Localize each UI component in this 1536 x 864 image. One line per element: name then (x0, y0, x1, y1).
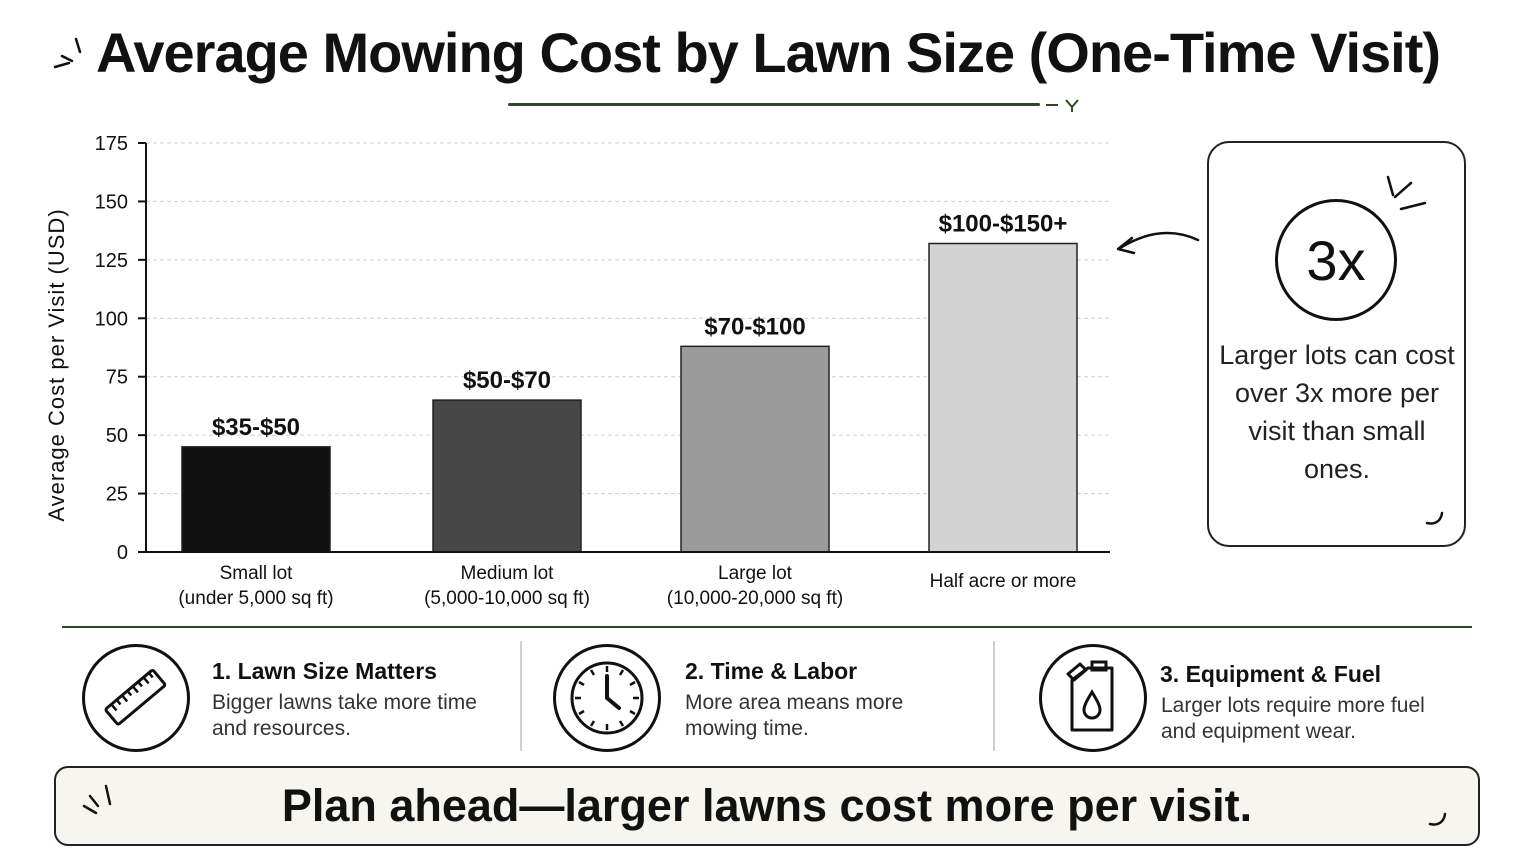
factor-description: Larger lots require more fuel and equipm… (1161, 694, 1425, 743)
icon-circle (82, 644, 190, 752)
factor-time-labor: 2. Time & Labor More area means more mow… (553, 640, 973, 752)
callout-box: 3x Larger lots can cost over 3x more per… (1207, 141, 1466, 547)
y-tick-label: 25 (106, 484, 128, 506)
sparkle-icon (1386, 175, 1427, 211)
fuel-can-icon (1066, 660, 1114, 732)
data-label: $70-$100 (704, 313, 805, 340)
banner-text: Plan ahead—larger lawns cost more per vi… (281, 780, 1253, 831)
clock-icon (570, 661, 644, 735)
sparkle-icon (82, 784, 112, 815)
x-tick-label: Medium lot (461, 563, 555, 584)
y-tick-label: 150 (95, 191, 128, 213)
icon-circle (553, 644, 661, 752)
y-axis-label: Average Cost per Visit (USD) (44, 208, 69, 521)
y-tick-label: 50 (106, 425, 128, 447)
y-tick-label: 175 (95, 133, 128, 155)
sparkle-icon (53, 37, 82, 69)
factor-description: Bigger lawns take more time and resource… (212, 691, 477, 740)
y-tick-label: 100 (95, 308, 128, 330)
chart-axes (138, 143, 1110, 553)
y-tick-label: 75 (106, 367, 128, 389)
x-tick-label: (10,000-20,000 sq ft) (667, 588, 843, 609)
x-tick-label: (5,000-10,000 sq ft) (424, 588, 590, 609)
corner-mark-icon (1425, 511, 1444, 525)
bar (928, 242, 1078, 553)
data-label: $35-$50 (212, 414, 300, 441)
factor-description: More area means more mowing time. (685, 691, 904, 740)
x-tick-label: Large lot (718, 563, 793, 584)
factor-title: 1. Lawn Size Matters (212, 658, 437, 684)
factor-title: 2. Time & Labor (685, 658, 858, 684)
x-tick-label: (under 5,000 sq ft) (178, 588, 333, 609)
callout-arrow-icon (1116, 231, 1200, 255)
summary-banner: Plan ahead—larger lawns cost more per vi… (54, 766, 1480, 846)
data-label: $50-$70 (463, 367, 551, 394)
x-tick-label: Half acre or more (930, 571, 1077, 592)
factor-title: 3. Equipment & Fuel (1160, 661, 1382, 687)
x-tick-labels: Small lot (under 5,000 sq ft) Medium lot (5… (178, 563, 1076, 609)
factor-separator (520, 641, 522, 751)
factor-lawn-size: 1. Lawn Size Matters Bigger lawns take m… (82, 640, 502, 752)
title-arrow-icon (1046, 99, 1079, 112)
page-title: Average Mowing Cost by Lawn Size (One-Ti… (96, 21, 1441, 84)
section-divider (62, 626, 1472, 628)
chart-bars (181, 242, 1078, 553)
bar (680, 345, 830, 553)
data-labels: $35-$50 $50-$70 $70-$100 $100-$150+ (212, 210, 1067, 440)
y-tick-labels: 0 25 50 75 100 125 150 175 (95, 133, 146, 564)
bar (181, 446, 331, 553)
title-underline (508, 103, 1040, 106)
bar (432, 399, 582, 553)
bar-chart: 0 25 50 75 100 125 150 175 Small lot (under 5,00… (44, 133, 1110, 609)
x-tick-label: Small lot (220, 563, 294, 584)
corner-mark-icon (1428, 812, 1447, 826)
factor-separator (993, 641, 995, 751)
callout-text: Larger lots can cost over 3x more per vi… (1219, 340, 1455, 484)
data-label: $100-$150+ (939, 210, 1068, 237)
y-tick-label: 0 (117, 542, 128, 564)
factor-equipment-fuel: 3. Equipment & Fuel Larger lots require … (1039, 640, 1459, 752)
icon-circle (1039, 644, 1147, 752)
y-tick-label: 125 (95, 250, 128, 272)
multiplier-badge: 3x (1275, 199, 1397, 321)
ruler-icon (104, 668, 167, 726)
